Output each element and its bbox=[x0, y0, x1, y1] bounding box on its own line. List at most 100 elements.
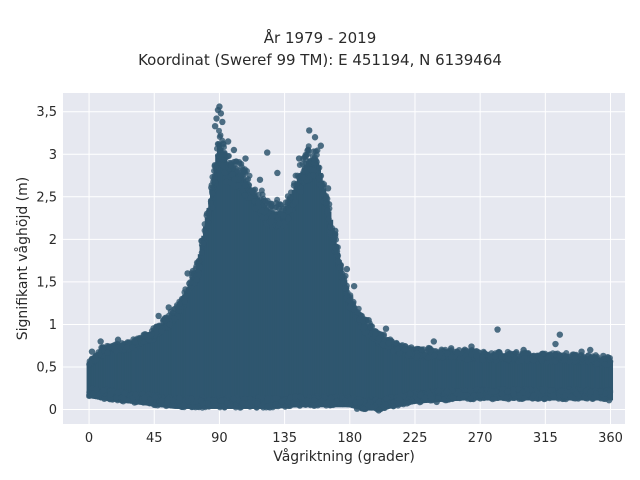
data-point bbox=[230, 395, 237, 402]
data-point bbox=[198, 249, 205, 256]
data-point bbox=[454, 350, 461, 357]
data-point bbox=[292, 393, 299, 400]
data-point bbox=[123, 344, 130, 351]
data-point bbox=[258, 187, 265, 194]
data-point bbox=[193, 263, 200, 270]
data-point bbox=[275, 201, 282, 208]
data-point bbox=[147, 397, 154, 404]
data-point bbox=[324, 207, 331, 214]
data-point bbox=[382, 401, 389, 408]
data-point bbox=[93, 386, 100, 393]
data-point bbox=[552, 340, 559, 348]
data-point bbox=[401, 346, 408, 353]
data-point bbox=[200, 240, 207, 247]
data-point bbox=[284, 193, 291, 200]
data-point bbox=[372, 330, 379, 337]
data-point bbox=[365, 316, 372, 324]
data-point bbox=[214, 145, 221, 152]
data-point bbox=[327, 224, 334, 231]
data-point bbox=[166, 321, 173, 328]
y-tick-label: 0 bbox=[49, 403, 57, 418]
data-point bbox=[435, 387, 442, 394]
data-point bbox=[297, 188, 304, 195]
data-point bbox=[247, 399, 254, 406]
data-point bbox=[547, 387, 554, 394]
data-point bbox=[520, 346, 527, 354]
data-point bbox=[357, 398, 364, 405]
data-point bbox=[337, 401, 344, 408]
x-tick-label: 360 bbox=[598, 431, 623, 446]
data-point bbox=[152, 393, 159, 400]
data-point bbox=[407, 390, 414, 397]
data-point bbox=[367, 324, 374, 331]
data-point bbox=[187, 279, 194, 286]
data-point bbox=[210, 178, 217, 185]
data-point bbox=[491, 353, 498, 360]
data-point bbox=[169, 397, 176, 404]
data-point bbox=[242, 155, 249, 162]
data-point bbox=[286, 207, 293, 214]
data-point bbox=[518, 357, 525, 364]
data-point bbox=[264, 403, 271, 410]
data-point bbox=[218, 397, 225, 404]
data-point bbox=[236, 159, 243, 166]
data-point bbox=[498, 390, 505, 397]
data-point bbox=[225, 152, 232, 159]
data-point bbox=[195, 257, 203, 264]
data-point bbox=[162, 317, 169, 324]
data-point bbox=[361, 323, 368, 330]
data-point bbox=[219, 118, 226, 126]
data-point bbox=[432, 348, 439, 355]
data-point bbox=[217, 110, 225, 117]
data-point bbox=[205, 209, 212, 216]
data-point bbox=[189, 403, 196, 410]
data-point bbox=[299, 400, 306, 407]
data-point bbox=[579, 355, 586, 362]
x-axis-ticks: 0 45 90 135 180 225 270 315 360 bbox=[85, 431, 623, 446]
data-point bbox=[245, 176, 252, 183]
data-point bbox=[325, 216, 332, 223]
data-point bbox=[602, 390, 609, 397]
data-point bbox=[211, 122, 219, 130]
x-tick-label: 45 bbox=[146, 431, 163, 446]
data-point bbox=[292, 199, 299, 206]
data-point bbox=[597, 388, 604, 395]
data-point bbox=[462, 387, 469, 394]
data-point bbox=[447, 345, 455, 352]
data-point bbox=[557, 352, 564, 359]
data-point bbox=[293, 401, 300, 408]
y-axis-title: Signifikant våghöjd (m) bbox=[14, 177, 31, 340]
y-tick-label: 1,5 bbox=[36, 275, 57, 290]
data-point bbox=[334, 248, 341, 255]
data-point bbox=[229, 171, 236, 178]
data-point bbox=[375, 335, 382, 342]
data-point bbox=[104, 349, 111, 356]
data-point bbox=[232, 404, 239, 411]
data-point bbox=[561, 357, 568, 364]
data-point bbox=[394, 345, 401, 352]
data-point bbox=[317, 142, 325, 149]
data-point bbox=[264, 149, 271, 156]
data-point bbox=[276, 220, 283, 227]
data-point bbox=[332, 227, 339, 235]
data-point bbox=[219, 151, 226, 158]
data-point bbox=[204, 400, 211, 407]
data-point bbox=[390, 403, 397, 410]
data-point bbox=[150, 401, 157, 408]
data-points bbox=[86, 103, 614, 414]
data-point bbox=[275, 403, 282, 410]
data-point bbox=[421, 394, 428, 401]
data-point bbox=[280, 212, 287, 219]
data-point bbox=[100, 387, 107, 394]
data-point bbox=[255, 199, 262, 206]
data-point bbox=[479, 356, 486, 363]
data-point bbox=[448, 354, 455, 361]
data-point bbox=[487, 354, 494, 361]
data-point bbox=[582, 395, 589, 402]
data-point bbox=[254, 400, 261, 407]
x-axis-title: Vågriktning (grader) bbox=[273, 448, 415, 465]
data-point bbox=[171, 315, 178, 322]
data-point bbox=[304, 397, 311, 404]
data-point bbox=[328, 399, 335, 406]
data-point bbox=[601, 361, 608, 368]
